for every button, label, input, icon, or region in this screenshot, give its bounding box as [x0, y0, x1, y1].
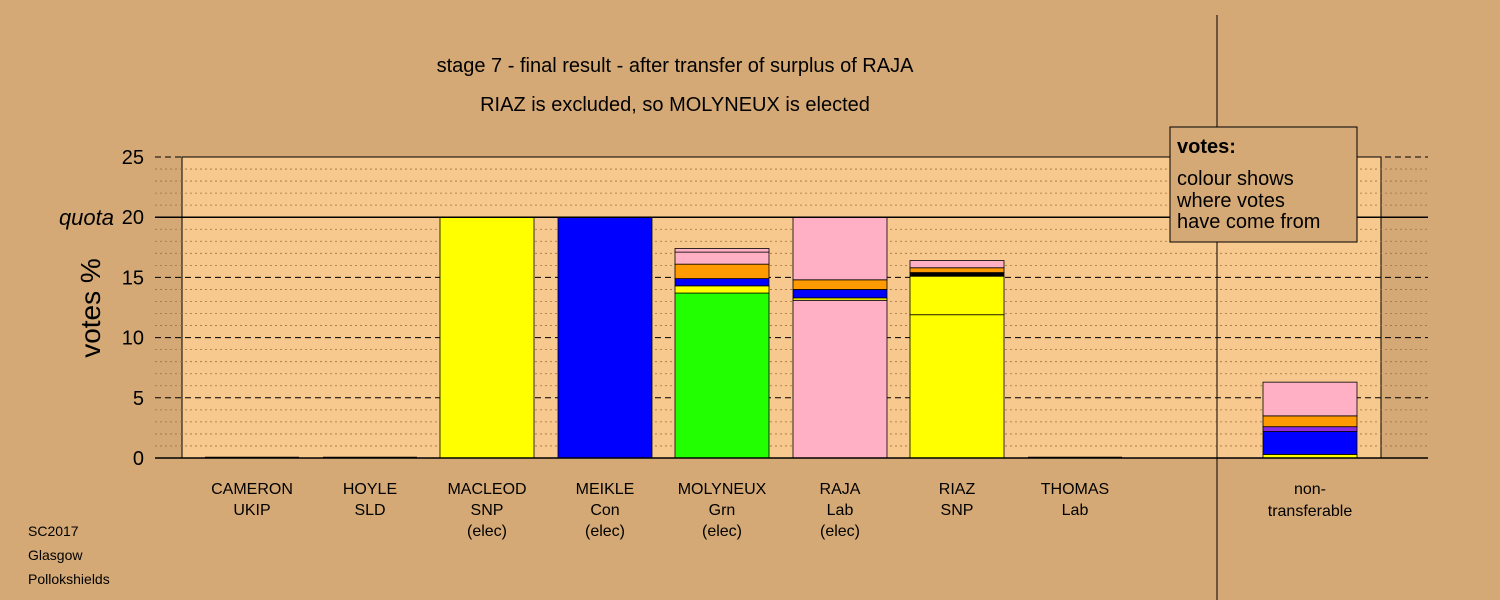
legend-title: votes:	[1177, 136, 1236, 158]
bar-raja	[792, 216, 888, 459]
y-tick-label: 20	[122, 207, 144, 229]
footer: SC2017 Glasgow Pollokshields	[28, 523, 110, 587]
category-label-molyneux: MOLYNEUX	[678, 481, 767, 498]
category-label-meikle: MEIKLE	[576, 481, 635, 498]
category-label-raja: Lab	[827, 502, 854, 519]
bar-segment	[557, 216, 653, 459]
category-label-cameron: CAMERON	[211, 481, 293, 498]
bar-segment	[909, 314, 1005, 459]
bar-molyneux	[674, 248, 770, 459]
legend-line-1: colour shows	[1177, 168, 1294, 190]
category-label-non-transferable: transferable	[1268, 503, 1353, 520]
bar-segment	[674, 285, 770, 294]
legend-box	[1169, 126, 1358, 243]
category-label-cameron: UKIP	[233, 502, 270, 519]
category-label-macleod: MACLEOD	[447, 481, 526, 498]
category-label-meikle: (elec)	[585, 523, 625, 540]
category-label-meikle: Con	[590, 502, 619, 519]
bar-segment	[1262, 415, 1358, 428]
category-label-macleod: (elec)	[467, 523, 507, 540]
footer-line-3: Pollokshields	[28, 571, 110, 587]
bar-segment	[792, 279, 888, 290]
bar-segment	[674, 263, 770, 280]
footer-line-1: SC2017	[28, 523, 79, 539]
bar-segment	[909, 272, 1005, 277]
category-label-molyneux: (elec)	[702, 523, 742, 540]
chart-title: stage 7 - final result - after transfer …	[437, 55, 915, 77]
bar-non-transferable	[1262, 381, 1358, 459]
bar-segment	[909, 260, 1005, 269]
bar-segment	[439, 216, 535, 459]
y-tick-label: 5	[133, 388, 144, 410]
category-label-macleod: SNP	[471, 502, 504, 519]
category-label-thomas: THOMAS	[1041, 481, 1109, 498]
category-label-non-transferable: non-	[1294, 481, 1326, 498]
bar-segment	[909, 267, 1005, 273]
bar-segment	[792, 299, 888, 459]
bar-segment	[1262, 426, 1358, 432]
category-label-hoyle: HOYLE	[343, 481, 397, 498]
bar-segment	[674, 251, 770, 265]
bar-segment	[674, 248, 770, 253]
bar-riaz	[909, 260, 1005, 459]
category-label-hoyle: SLD	[354, 502, 385, 519]
bar-segment	[674, 292, 770, 459]
legend-line-2: where votes	[1176, 190, 1285, 212]
chart-subtitle: RIAZ is excluded, so MOLYNEUX is elected	[480, 94, 870, 116]
category-label-raja: RAJA	[820, 481, 861, 498]
y-tick-label: 15	[122, 267, 144, 289]
bar-segment	[792, 289, 888, 299]
y-tick-label: 10	[122, 328, 144, 350]
category-label-molyneux: Grn	[709, 502, 736, 519]
category-label-thomas: Lab	[1062, 502, 1089, 519]
footer-line-2: Glasgow	[28, 547, 83, 563]
bar-segment	[674, 278, 770, 287]
category-label-riaz: SNP	[941, 502, 974, 519]
category-label-riaz: RIAZ	[939, 481, 976, 498]
category-label-raja: (elec)	[820, 523, 860, 540]
bar-segment	[1262, 381, 1358, 417]
quota-label: quota	[59, 205, 114, 230]
y-tick-label: 25	[122, 147, 144, 169]
bar-meikle	[557, 216, 653, 459]
bar-segment	[792, 216, 888, 281]
legend-line-3: have come from	[1177, 211, 1320, 233]
legend: votes: colour shows where votes have com…	[1169, 126, 1358, 243]
y-axis-label: votes %	[75, 258, 106, 358]
bar-segment	[909, 275, 1005, 316]
bar-macleod	[439, 216, 535, 459]
bar-segment	[1262, 431, 1358, 455]
y-tick-label: 0	[133, 448, 144, 470]
